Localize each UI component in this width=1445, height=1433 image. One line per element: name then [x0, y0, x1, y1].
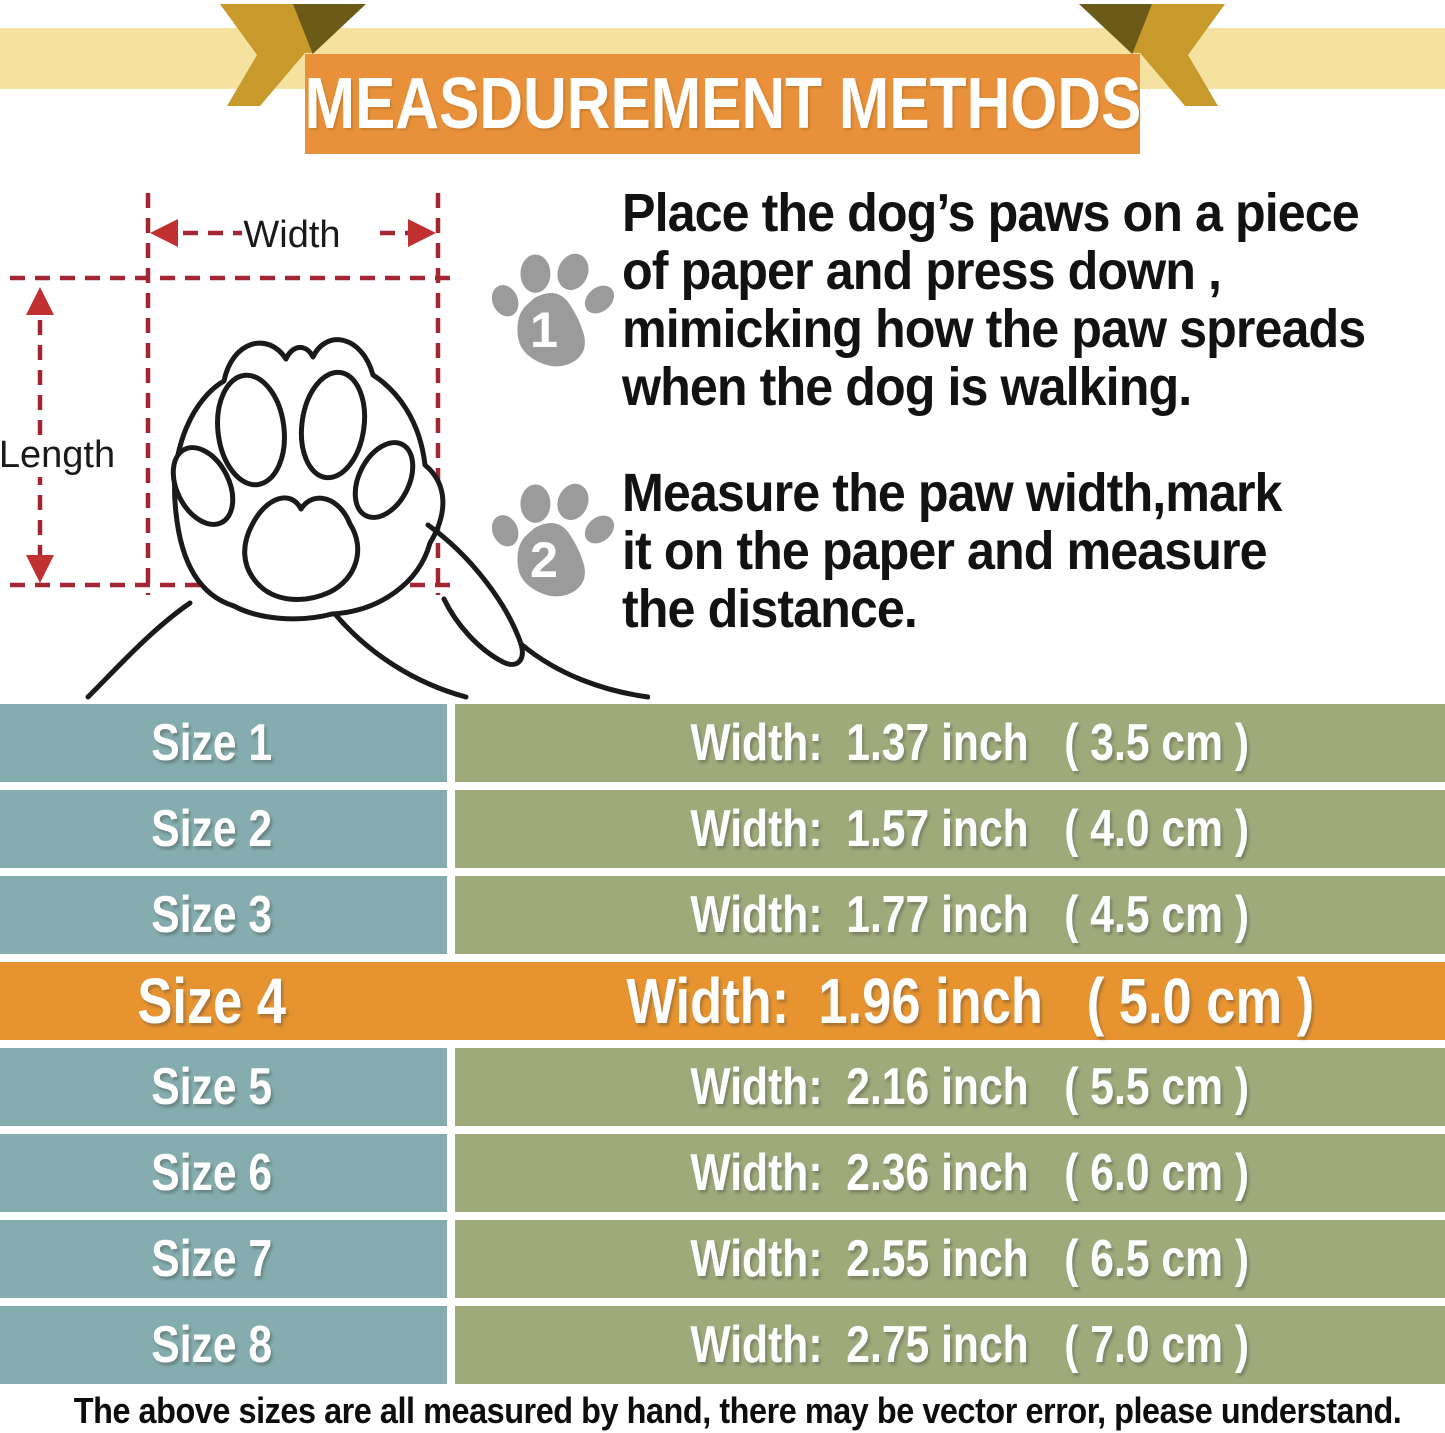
instruction-step-1: Place the dog’s paws on a piece of paper…: [622, 184, 1445, 416]
paw-print-icon: [491, 483, 615, 597]
width-cell: Width: 2.55 inch ( 6.5 cm ): [455, 1220, 1445, 1298]
step-1-paw-icon: 1: [484, 252, 616, 378]
table-row: Size 8 Width: 2.75 inch ( 7.0 cm ): [0, 1306, 1445, 1384]
length-label-bg: [0, 435, 114, 477]
page-title: MEASDUREMENT METHODS: [304, 64, 1141, 144]
table-row: Size 1 Width: 1.37 inch ( 3.5 cm ): [0, 704, 1445, 782]
paw-measurement-diagram: Width Length: [0, 193, 650, 700]
instruction-line: of paper and press down ,: [622, 241, 1222, 301]
table-row: Size 6 Width: 2.36 inch ( 6.0 cm ): [0, 1134, 1445, 1212]
size-table: Size 1 Width: 1.37 inch ( 3.5 cm ) Size …: [0, 704, 1445, 1392]
step-number: 1: [530, 301, 558, 358]
instruction-line: when the dog is walking.: [622, 357, 1192, 417]
table-row-highlighted: Size 4 Width: 1.96 inch ( 5.0 cm ): [0, 962, 1445, 1040]
paw-print-icon: [491, 253, 615, 367]
width-cell: Width: 2.75 inch ( 7.0 cm ): [455, 1306, 1445, 1384]
width-label: Width: [243, 214, 340, 256]
table-row: Size 2 Width: 1.57 inch ( 4.0 cm ): [0, 790, 1445, 868]
size-cell: Size 7: [0, 1220, 447, 1298]
title-banner: MEASDUREMENT METHODS: [304, 54, 1141, 154]
width-cell: Width: 1.37 inch ( 3.5 cm ): [455, 704, 1445, 782]
size-cell: Size 6: [0, 1134, 447, 1212]
table-row: Size 5 Width: 2.16 inch ( 5.5 cm ): [0, 1048, 1445, 1126]
measurement-arrows: [26, 219, 436, 583]
instruction-line: Measure the paw width,mark: [622, 463, 1282, 523]
width-cell: Width: 2.36 inch ( 6.0 cm ): [455, 1134, 1445, 1212]
dog-leg-lines: [85, 522, 650, 700]
instruction-line: the distance.: [622, 579, 918, 639]
width-cell: Width: 1.77 inch ( 4.5 cm ): [455, 876, 1445, 954]
size-cell: Size 4: [137, 965, 286, 1037]
instruction-line: Place the dog’s paws on a piece: [622, 183, 1360, 243]
width-cell: Width: 1.96 inch ( 5.0 cm ): [626, 965, 1314, 1037]
instruction-line: mimicking how the paw spreads: [622, 299, 1366, 359]
paw-outline-drawing: [170, 337, 446, 622]
step-number: 2: [530, 531, 558, 588]
size-cell: Size 5: [0, 1048, 447, 1126]
width-cell: Width: 2.16 inch ( 5.5 cm ): [455, 1048, 1445, 1126]
instruction-line: it on the paper and measure: [622, 521, 1268, 581]
instruction-step-2: Measure the paw width,mark it on the pap…: [622, 464, 1445, 638]
table-row: Size 3 Width: 1.77 inch ( 4.5 cm ): [0, 876, 1445, 954]
size-cell: Size 1: [0, 704, 447, 782]
step-2-paw-icon: 2: [484, 482, 616, 608]
size-cell: Size 2: [0, 790, 447, 868]
footnote: The above sizes are all measured by hand…: [73, 1390, 1402, 1431]
size-cell: Size 3: [0, 876, 447, 954]
length-label: Length: [0, 434, 115, 476]
size-cell: Size 8: [0, 1306, 447, 1384]
table-row: Size 7 Width: 2.55 inch ( 6.5 cm ): [0, 1220, 1445, 1298]
width-cell: Width: 1.57 inch ( 4.0 cm ): [455, 790, 1445, 868]
